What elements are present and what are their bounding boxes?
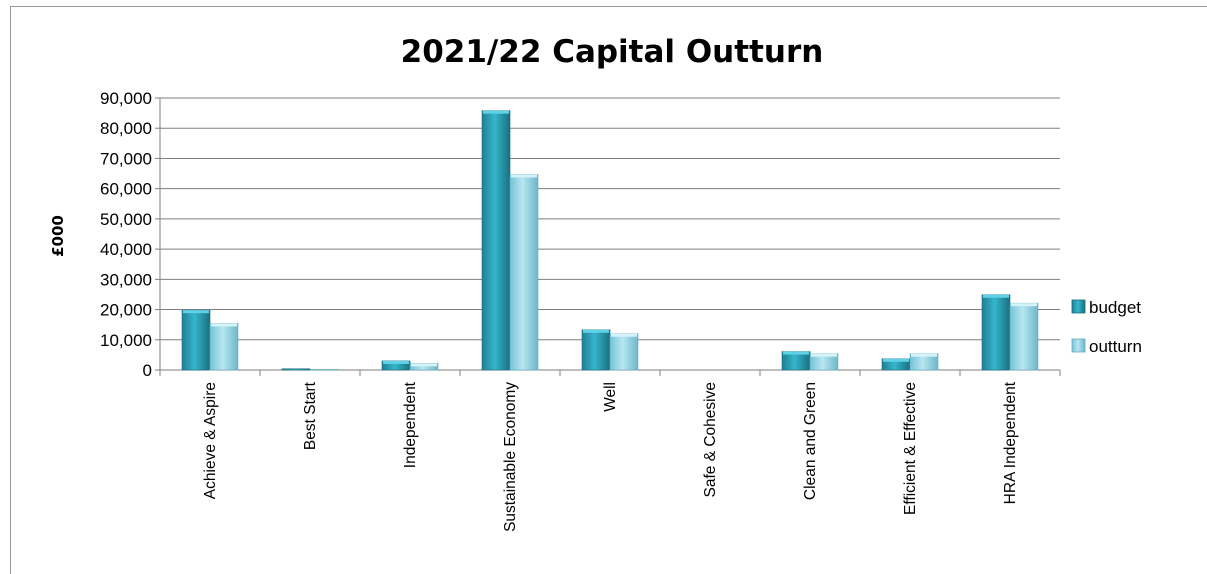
bar-outturn bbox=[309, 369, 339, 371]
x-axis-ticks: Achieve & Aspire Best Start Independent Sus… bbox=[202, 381, 1019, 532]
x-tick-label: Well bbox=[602, 382, 619, 412]
bar-budget bbox=[581, 329, 611, 371]
bar-budget bbox=[481, 110, 511, 371]
legend: budget outturn bbox=[1071, 298, 1142, 356]
legend-label-budget: budget bbox=[1089, 298, 1141, 317]
bar-outturn bbox=[209, 323, 239, 371]
bar-budget bbox=[981, 294, 1011, 371]
bars bbox=[181, 110, 1039, 371]
y-axis-label: £000 bbox=[49, 215, 67, 257]
bar-top-highlight bbox=[183, 310, 209, 314]
y-axis-ticks: 0 10,000 20,000 30,000 40,000 50,000 60,000 70,… bbox=[100, 89, 152, 380]
x-tick-label: Safe & Cohesive bbox=[702, 382, 719, 497]
bar-budget bbox=[181, 309, 211, 371]
y-tick-label: 60,000 bbox=[100, 180, 152, 199]
x-tick-label: Clean and Green bbox=[802, 382, 819, 500]
bar-top-highlight bbox=[783, 351, 809, 355]
bar-top-highlight bbox=[883, 358, 909, 362]
bar-top-highlight bbox=[911, 353, 937, 357]
y-tick-label: 80,000 bbox=[100, 119, 152, 138]
chart-area bbox=[10, 6, 1207, 574]
bar-top-highlight bbox=[483, 110, 509, 114]
bar-outturn bbox=[509, 174, 539, 371]
legend-swatch-outturn bbox=[1071, 338, 1086, 353]
y-tick-label: 70,000 bbox=[100, 149, 152, 168]
bar-top-highlight bbox=[983, 294, 1009, 298]
bar-outturn bbox=[609, 333, 639, 371]
y-tick-label: 0 bbox=[143, 361, 152, 380]
y-tick-label: 50,000 bbox=[100, 210, 152, 229]
bar-top-highlight bbox=[611, 333, 637, 337]
x-tick-label: Best Start bbox=[302, 381, 319, 450]
x-tick-label: HRA Independent bbox=[1002, 381, 1019, 504]
bar-top-highlight bbox=[211, 323, 237, 327]
chart-title: 2021/22 Capital Outturn bbox=[401, 34, 824, 70]
bar-top-highlight bbox=[511, 174, 537, 178]
bar-outturn bbox=[1009, 302, 1039, 371]
legend-swatch-budget bbox=[1071, 299, 1086, 314]
y-tick-label: 20,000 bbox=[100, 301, 152, 320]
x-tick-label: Sustainable Economy bbox=[502, 382, 519, 532]
bar-top-highlight bbox=[811, 353, 837, 357]
y-tick-label: 90,000 bbox=[100, 89, 152, 108]
bar-top-highlight bbox=[383, 360, 409, 364]
x-tick-label: Achieve & Aspire bbox=[202, 382, 219, 499]
legend-label-outturn: outturn bbox=[1089, 337, 1142, 356]
bar-top-highlight bbox=[583, 329, 609, 333]
y-tick-label: 10,000 bbox=[100, 331, 152, 350]
y-tick-label: 30,000 bbox=[100, 270, 152, 289]
bar-top-highlight bbox=[1011, 303, 1037, 307]
bar-top-highlight bbox=[411, 363, 437, 367]
x-tick-label: Independent bbox=[402, 381, 419, 468]
y-tick-label: 40,000 bbox=[100, 240, 152, 259]
x-tick-label: Efficient & Effective bbox=[902, 382, 919, 515]
bar-budget bbox=[281, 368, 311, 371]
